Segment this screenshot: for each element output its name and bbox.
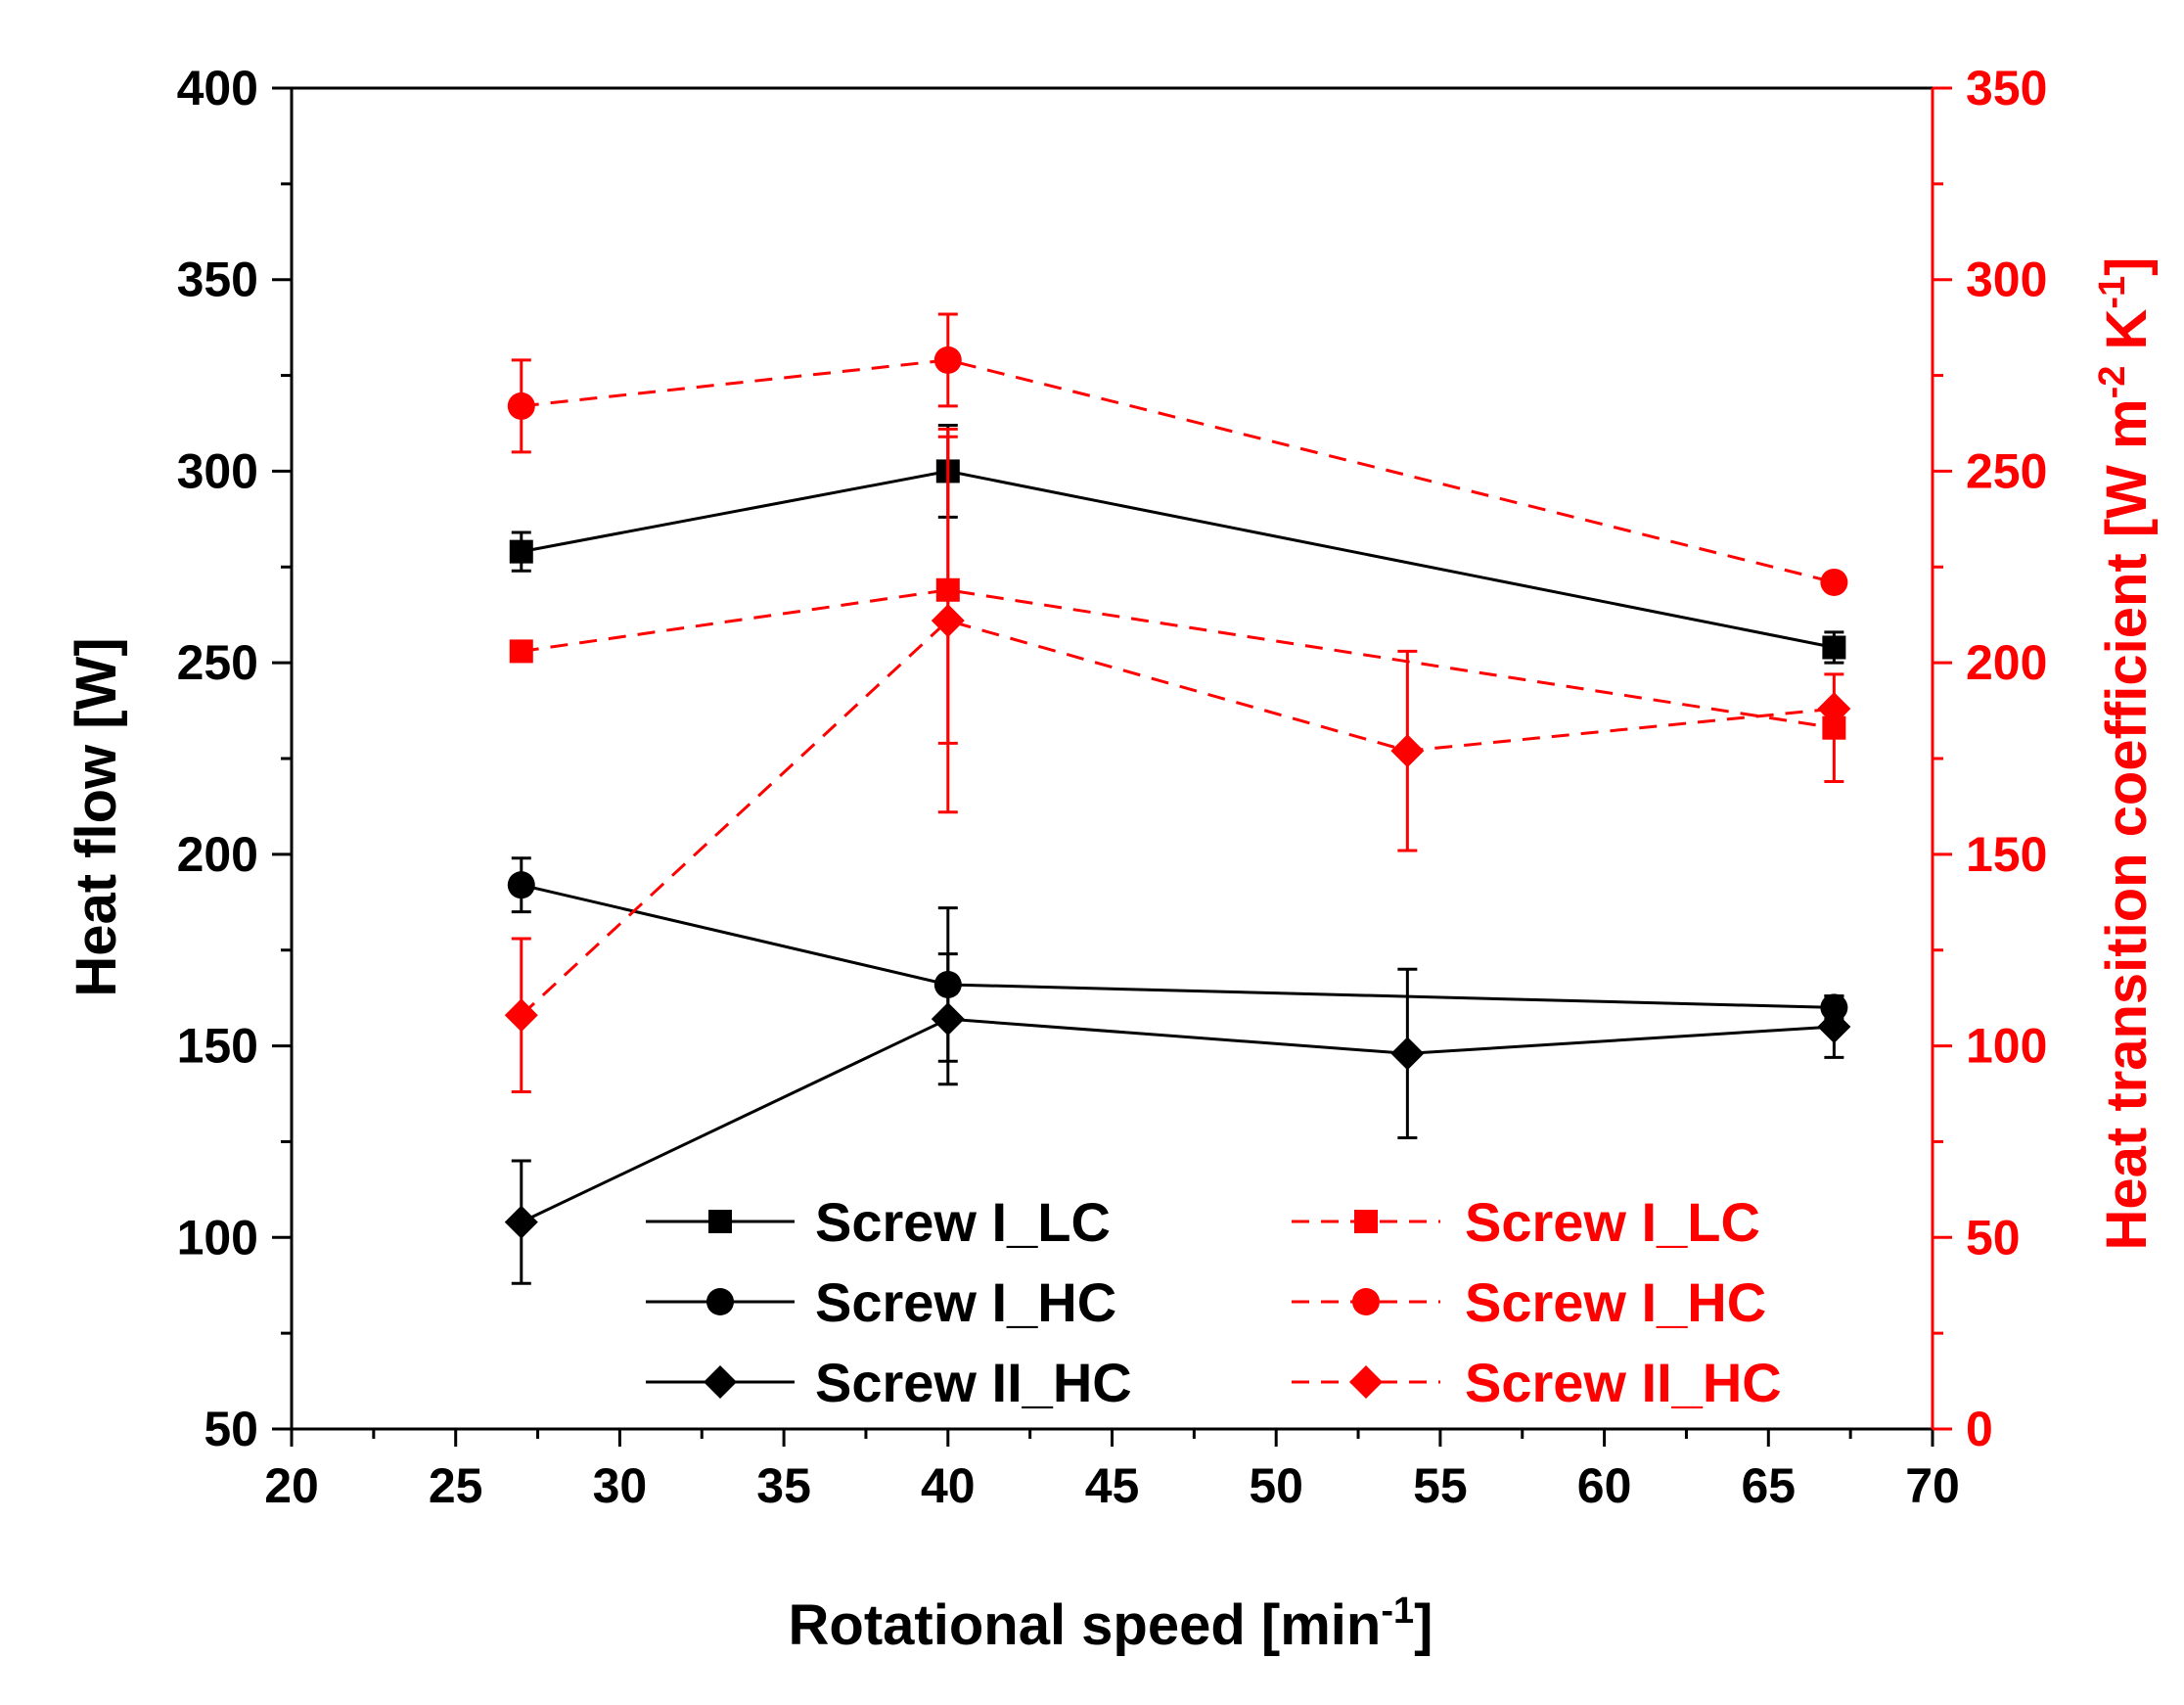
y-left-tick-label: 150	[177, 1019, 258, 1074]
series-line	[520, 619, 1835, 1017]
legend-label: Screw I_HC	[815, 1271, 1116, 1333]
series-htc-screw-i-hc	[507, 312, 1848, 596]
data-point	[931, 604, 965, 638]
legend-label: Screw II_HC	[815, 1352, 1132, 1413]
series-line	[521, 883, 1835, 1009]
data-point	[504, 1205, 538, 1239]
x-tick-label: 45	[1085, 1458, 1140, 1513]
series-line	[521, 1017, 1835, 1223]
legend-marker	[704, 1365, 737, 1399]
y-left-tick-label: 350	[177, 253, 258, 307]
x-tick-label: 20	[264, 1458, 319, 1513]
data-point	[1390, 734, 1425, 768]
x-tick-label: 60	[1577, 1458, 1632, 1513]
data-point	[509, 539, 533, 564]
x-tick-label: 35	[756, 1458, 811, 1513]
y-right-axis-title: Heat transition coefficient [W m-2 K-1]	[2092, 256, 2159, 1250]
series-htc-screw-ii-hc	[504, 427, 1851, 1094]
data-point	[1817, 1010, 1851, 1043]
series-line	[521, 469, 1835, 649]
y-right-tick-label: 100	[1966, 1019, 2047, 1074]
y-left-tick-label: 100	[177, 1210, 258, 1265]
x-tick-label: 25	[429, 1458, 483, 1513]
x-tick-label: 55	[1413, 1458, 1468, 1513]
y-left-tick-label: 400	[177, 61, 258, 115]
legend: Screw I_LC Screw I_HC Screw II_HC Screw I_L…	[646, 1191, 1782, 1413]
legend-marker	[1354, 1210, 1378, 1233]
series-layer	[504, 312, 1851, 1285]
axes-layer: 20 25 30 35 40 45 50 55 60 65 70 50 100 150 200 250 300 3…	[177, 61, 2048, 1513]
series-heat-flow-screw-i-lc	[509, 423, 1846, 665]
y-right-tick-label: 50	[1966, 1210, 2021, 1265]
data-point	[507, 871, 535, 899]
legend-label: Screw I_LC	[815, 1191, 1111, 1253]
y-left-tick-label: 250	[177, 635, 258, 690]
x-tick-label: 30	[593, 1458, 648, 1513]
y-right-tick-label: 200	[1966, 635, 2047, 690]
data-point	[509, 639, 533, 664]
data-point	[1820, 568, 1848, 596]
x-tick-label: 65	[1741, 1458, 1796, 1513]
x-axis-title: Rotational speed [min-1]	[789, 1590, 1433, 1657]
y-right-tick-label: 0	[1966, 1402, 1993, 1456]
x-tick-label: 50	[1249, 1458, 1303, 1513]
legend-marker	[1352, 1288, 1380, 1315]
legend-marker	[708, 1210, 732, 1233]
y-right-tick-label: 300	[1966, 253, 2047, 307]
series-line	[521, 358, 1835, 584]
data-point	[1817, 692, 1851, 726]
y-right-tick-label: 250	[1966, 443, 2047, 498]
series-heat-flow-screw-i-hc	[507, 856, 1848, 1063]
data-point	[1390, 1037, 1425, 1071]
data-point	[504, 998, 538, 1033]
legend-marker	[706, 1288, 734, 1315]
y-right-tick-label: 150	[1966, 827, 2047, 882]
data-point	[1822, 635, 1846, 660]
y-left-tick-label: 200	[177, 827, 258, 882]
legend-label: Screw I_LC	[1465, 1191, 1760, 1253]
data-point	[507, 392, 535, 420]
y-left-tick-label: 300	[177, 443, 258, 498]
x-tick-label: 70	[1905, 1458, 1960, 1513]
legend-label: Screw I_HC	[1465, 1271, 1766, 1333]
y-left-axis-title: Heat flow [W]	[65, 637, 128, 996]
y-right-tick-label: 350	[1966, 61, 2047, 115]
x-tick-label: 40	[921, 1458, 976, 1513]
data-point	[933, 346, 962, 374]
y-left-tick-label: 50	[204, 1402, 258, 1456]
data-point	[931, 1002, 965, 1037]
series-line	[521, 588, 1835, 730]
legend-marker	[1349, 1365, 1383, 1399]
series-heat-flow-screw-ii-hc	[504, 952, 1851, 1285]
legend-label: Screw II_HC	[1465, 1352, 1782, 1413]
